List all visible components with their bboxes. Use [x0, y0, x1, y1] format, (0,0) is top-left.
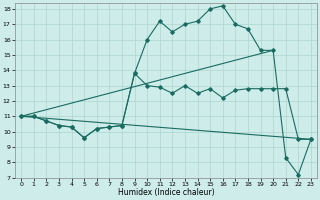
- X-axis label: Humidex (Indice chaleur): Humidex (Indice chaleur): [118, 188, 214, 197]
